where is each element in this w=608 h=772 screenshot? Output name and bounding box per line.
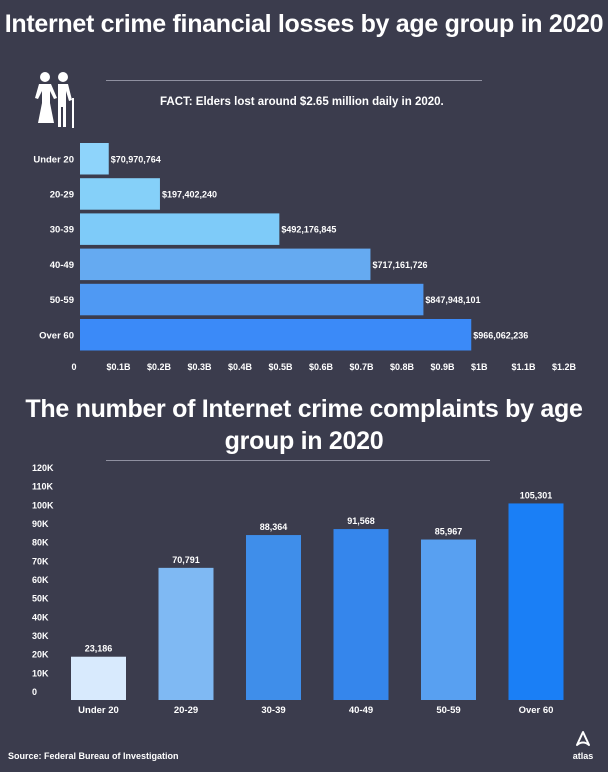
elderly-couple-icon xyxy=(35,72,74,128)
x-tick-label: $0.2B xyxy=(147,362,172,372)
fact-text: FACT: Elders lost around $2.65 million d… xyxy=(160,96,444,108)
category-label: 40-49 xyxy=(349,705,373,716)
category-label: 50-59 xyxy=(436,705,460,716)
y-tick-label: 10K xyxy=(32,668,49,678)
brand-name: atlas xyxy=(572,751,594,761)
category-label: 20-29 xyxy=(174,705,198,716)
y-tick-label: 40K xyxy=(32,612,49,622)
category-label: Under 20 xyxy=(78,705,119,716)
atlas-logo-icon xyxy=(576,731,590,746)
bar xyxy=(80,248,371,281)
bar xyxy=(246,535,301,700)
title-divider xyxy=(106,80,482,81)
bar xyxy=(71,656,126,700)
x-tick-label: $0.9B xyxy=(431,362,456,372)
data-label: $847,948,101 xyxy=(425,295,480,305)
category-label: 30-39 xyxy=(50,225,74,236)
y-tick-label: 70K xyxy=(32,556,49,566)
bar xyxy=(80,178,160,210)
x-tick-label: $0.7B xyxy=(350,362,375,372)
y-tick-label: 0 xyxy=(32,687,37,697)
y-tick-label: 90K xyxy=(32,519,49,529)
x-tick-label: $0.4B xyxy=(228,362,253,372)
category-label: Under 20 xyxy=(33,154,74,165)
data-label: $717,161,726 xyxy=(372,260,427,270)
x-tick-label: $0.1B xyxy=(107,362,132,372)
y-tick-label: 50K xyxy=(32,594,49,604)
title-divider xyxy=(106,460,490,461)
x-tick-label: $1.1B xyxy=(512,362,537,372)
bar xyxy=(80,283,424,316)
chart-title-complaints: The number of Internet crime complaints … xyxy=(25,395,583,455)
x-tick-label: 0 xyxy=(71,362,76,372)
y-tick-label: 110K xyxy=(32,482,54,492)
x-tick-label: $0.3B xyxy=(188,362,213,372)
losses-bar-chart: Under 20 $70,970,764 20-29 $197,402,240 30-3… xyxy=(33,143,577,372)
category-label: 50-59 xyxy=(50,295,74,306)
y-tick-label: 60K xyxy=(32,575,49,585)
category-label: Over 60 xyxy=(39,330,74,341)
y-tick-label: 100K xyxy=(32,500,54,510)
bar xyxy=(421,539,476,700)
data-label: 70,791 xyxy=(172,555,200,565)
y-tick-label: 20K xyxy=(32,650,49,660)
bar xyxy=(80,143,109,175)
source-note: Source: Federal Bureau of Investigation xyxy=(8,751,179,761)
category-label: 20-29 xyxy=(50,189,74,200)
x-tick-label: $0.5B xyxy=(269,362,294,372)
x-tick-label: $0.8B xyxy=(390,362,415,372)
bar xyxy=(333,529,389,700)
category-label: 30-39 xyxy=(261,705,285,716)
bar xyxy=(158,567,214,700)
chart-title-losses: Internet crime financial losses by age g… xyxy=(4,10,604,38)
data-label: 88,364 xyxy=(260,522,288,532)
x-tick-label: $0.6B xyxy=(309,362,334,372)
data-label: $966,062,236 xyxy=(473,330,528,340)
category-label: Over 60 xyxy=(519,705,554,716)
data-label: 105,301 xyxy=(520,490,553,500)
data-label: 85,967 xyxy=(435,527,463,537)
y-tick-label: 30K xyxy=(32,631,49,641)
y-tick-label: 120K xyxy=(32,463,54,473)
data-label: 91,568 xyxy=(347,516,375,526)
data-label: 23,186 xyxy=(85,644,113,654)
y-tick-label: 80K xyxy=(32,538,49,548)
bar xyxy=(80,213,280,245)
bar xyxy=(80,319,472,351)
data-label: $197,402,240 xyxy=(162,189,217,199)
x-tick-label: $1.2B xyxy=(552,362,577,372)
data-label: $70,970,764 xyxy=(111,154,161,164)
bar xyxy=(508,503,564,700)
atlas-logo: atlas xyxy=(568,730,598,761)
category-label: 40-49 xyxy=(50,260,74,271)
x-tick-label: $1B xyxy=(471,362,488,372)
data-label: $492,176,845 xyxy=(281,225,336,235)
